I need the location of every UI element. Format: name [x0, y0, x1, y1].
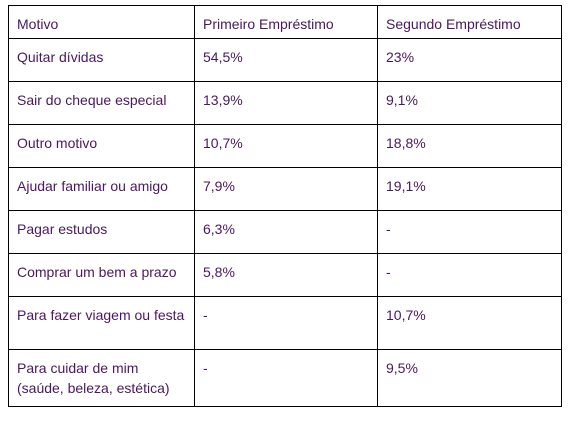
- header-primeiro-emprestimo: Primeiro Empréstimo: [195, 6, 378, 39]
- cell-primeiro: -: [195, 297, 378, 350]
- cell-primeiro: 10,7%: [195, 125, 378, 168]
- cell-segundo: 10,7%: [378, 297, 562, 350]
- table-row: Outro motivo 10,7% 18,8%: [9, 125, 562, 168]
- cell-segundo: 18,8%: [378, 125, 562, 168]
- cell-motivo: Pagar estudos: [9, 211, 195, 254]
- table-row: Pagar estudos 6,3% -: [9, 211, 562, 254]
- cell-primeiro: 5,8%: [195, 254, 378, 297]
- cell-segundo: 9,5%: [378, 350, 562, 407]
- cell-primeiro: 13,9%: [195, 82, 378, 125]
- header-segundo-emprestimo: Segundo Empréstimo: [378, 6, 562, 39]
- loan-reasons-table: Motivo Primeiro Empréstimo Segundo Empré…: [8, 5, 562, 407]
- table-header-row: Motivo Primeiro Empréstimo Segundo Empré…: [9, 6, 562, 39]
- cell-motivo: Comprar um bem a prazo: [9, 254, 195, 297]
- cell-primeiro: 7,9%: [195, 168, 378, 211]
- cell-segundo: -: [378, 211, 562, 254]
- table-row: Para fazer viagem ou festa - 10,7%: [9, 297, 562, 350]
- cell-segundo: -: [378, 254, 562, 297]
- table-row: Ajudar familiar ou amigo 7,9% 19,1%: [9, 168, 562, 211]
- cell-segundo: 23%: [378, 39, 562, 82]
- cell-primeiro: 6,3%: [195, 211, 378, 254]
- cell-segundo: 19,1%: [378, 168, 562, 211]
- header-motivo: Motivo: [9, 6, 195, 39]
- cell-primeiro: 54,5%: [195, 39, 378, 82]
- table-row: Para cuidar de mim (saúde, beleza, estét…: [9, 350, 562, 407]
- table-container: Motivo Primeiro Empréstimo Segundo Empré…: [8, 5, 562, 407]
- table-row: Comprar um bem a prazo 5,8% -: [9, 254, 562, 297]
- cell-segundo: 9,1%: [378, 82, 562, 125]
- cell-primeiro: -: [195, 350, 378, 407]
- cell-motivo: Para fazer viagem ou festa: [9, 297, 195, 350]
- cell-motivo: Ajudar familiar ou amigo: [9, 168, 195, 211]
- table-row: Sair do cheque especial 13,9% 9,1%: [9, 82, 562, 125]
- cell-motivo: Sair do cheque especial: [9, 82, 195, 125]
- table-row: Quitar dívidas 54,5% 23%: [9, 39, 562, 82]
- cell-motivo: Quitar dívidas: [9, 39, 195, 82]
- cell-motivo: Para cuidar de mim (saúde, beleza, estét…: [9, 350, 195, 407]
- cell-motivo: Outro motivo: [9, 125, 195, 168]
